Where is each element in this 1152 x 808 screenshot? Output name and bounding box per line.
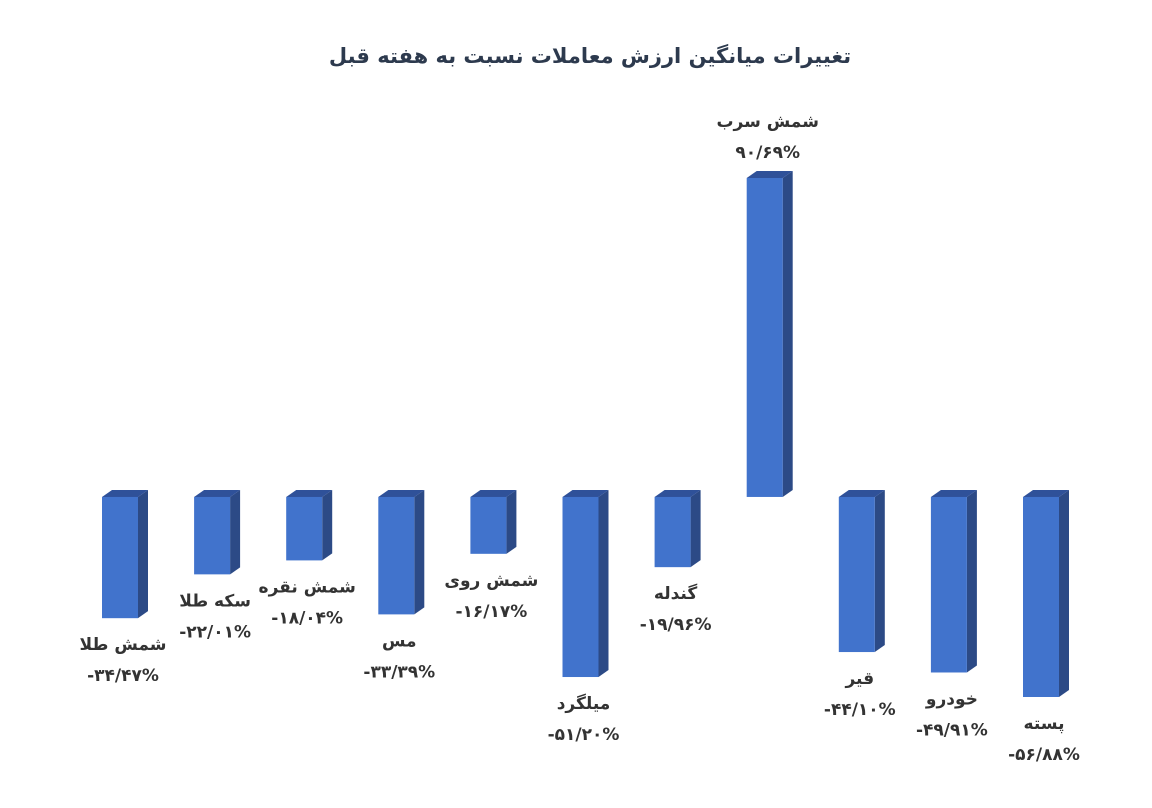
bar-top bbox=[1023, 489, 1069, 497]
bar-front bbox=[194, 496, 231, 575]
value-label: -۱۹/۹۶% bbox=[640, 615, 712, 635]
chart-title: تغییرات میانگین ارزش معاملات نسبت به هفت… bbox=[329, 43, 851, 68]
bar bbox=[654, 489, 701, 568]
bar bbox=[562, 489, 609, 678]
bar bbox=[102, 489, 148, 619]
bar bbox=[194, 489, 241, 575]
bar-front bbox=[654, 496, 691, 568]
value-label: -۴۴/۱۰% bbox=[824, 700, 896, 720]
value-label: -۱۶/۱۷% bbox=[455, 602, 527, 622]
bar-top bbox=[470, 489, 517, 497]
category-label: شمش سرب bbox=[716, 112, 818, 132]
bar bbox=[746, 171, 793, 497]
bar-top bbox=[194, 489, 241, 497]
bar-front bbox=[378, 496, 415, 615]
category-label: مس bbox=[382, 631, 417, 651]
category-label: پسته bbox=[1024, 714, 1065, 734]
value-label: -۵۱/۲۰% bbox=[548, 725, 620, 745]
bar-top bbox=[654, 489, 701, 497]
bar-top bbox=[838, 489, 885, 497]
bar-top bbox=[930, 489, 977, 497]
category-label: قیر bbox=[844, 669, 874, 689]
bar bbox=[1023, 489, 1069, 697]
category-label: سکه طلا bbox=[179, 591, 251, 611]
value-label: -۵۶/۸۸% bbox=[1008, 745, 1080, 765]
bar-top bbox=[378, 489, 425, 497]
bar-side bbox=[230, 489, 241, 575]
bar-top bbox=[102, 489, 148, 497]
bar-side bbox=[966, 489, 977, 673]
category-label: گندله bbox=[654, 583, 697, 604]
bar-front bbox=[930, 496, 967, 673]
value-label: -۲۲/۰۱% bbox=[179, 622, 251, 642]
category-label: خودرو bbox=[925, 689, 978, 709]
bar-side bbox=[874, 489, 885, 653]
bar-side bbox=[414, 489, 425, 615]
value-label: -۳۳/۳۹% bbox=[363, 662, 435, 682]
bar bbox=[286, 489, 333, 561]
bar-side bbox=[598, 489, 609, 678]
bar-front bbox=[286, 496, 323, 561]
bar-side bbox=[690, 489, 701, 568]
bar-front bbox=[1023, 496, 1059, 697]
value-label: -۳۴/۴۷% bbox=[87, 666, 159, 686]
bar bbox=[930, 489, 977, 673]
bar-front bbox=[102, 496, 138, 619]
bar-side bbox=[322, 489, 333, 561]
bar-side bbox=[138, 489, 148, 619]
bar-side bbox=[1059, 489, 1069, 697]
bar-top bbox=[562, 489, 609, 497]
bar bbox=[470, 489, 517, 554]
bar-front bbox=[562, 496, 599, 678]
bar bbox=[378, 489, 425, 615]
bar-front bbox=[838, 496, 875, 653]
category-label: میلگرد bbox=[557, 693, 611, 714]
value-label: -۴۹/۹۱% bbox=[916, 720, 988, 740]
category-label: شمش روی bbox=[444, 571, 538, 591]
category-label: شمش طلا bbox=[80, 635, 167, 655]
category-label: شمش نقره bbox=[259, 577, 356, 597]
value-label: -۱۸/۰۴% bbox=[271, 608, 343, 628]
bar-side bbox=[506, 489, 517, 554]
bar-front bbox=[470, 496, 507, 554]
bar bbox=[838, 489, 885, 653]
bar-side bbox=[782, 171, 793, 497]
bar-top bbox=[286, 489, 333, 497]
value-label: ۹۰/۶۹% bbox=[735, 143, 800, 163]
bar-top bbox=[746, 171, 793, 178]
bar-front bbox=[746, 178, 783, 497]
